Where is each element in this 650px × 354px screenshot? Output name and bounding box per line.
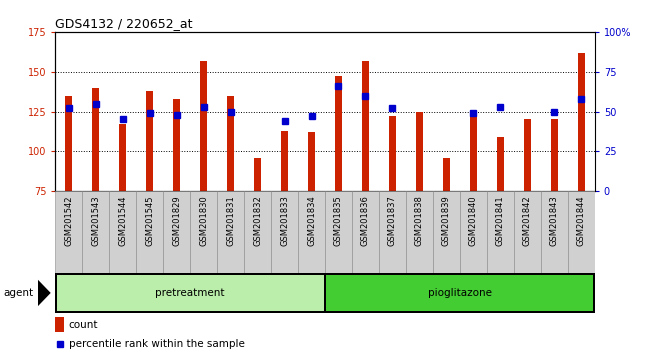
Bar xyxy=(379,191,406,273)
Bar xyxy=(281,131,288,191)
Text: pioglitazone: pioglitazone xyxy=(428,288,492,298)
Bar xyxy=(406,191,433,273)
Bar xyxy=(524,120,530,191)
Text: GSM201843: GSM201843 xyxy=(550,195,559,246)
Bar xyxy=(120,124,126,191)
Bar xyxy=(308,132,315,191)
Bar xyxy=(578,52,584,191)
Text: GSM201841: GSM201841 xyxy=(496,195,505,246)
Bar xyxy=(146,91,153,191)
Bar xyxy=(352,191,379,273)
Bar xyxy=(460,191,487,273)
Text: GSM201842: GSM201842 xyxy=(523,195,532,246)
Bar xyxy=(568,191,595,273)
Text: GSM201543: GSM201543 xyxy=(91,195,100,246)
Bar xyxy=(389,116,396,191)
Text: GSM201829: GSM201829 xyxy=(172,195,181,246)
Bar xyxy=(497,137,504,191)
Text: GSM201545: GSM201545 xyxy=(145,195,154,246)
Bar xyxy=(326,275,593,311)
Bar xyxy=(254,158,261,191)
Text: GSM201542: GSM201542 xyxy=(64,195,73,246)
Text: percentile rank within the sample: percentile rank within the sample xyxy=(69,339,244,349)
Bar xyxy=(57,275,324,311)
Bar xyxy=(443,158,450,191)
Bar xyxy=(271,191,298,273)
Bar xyxy=(514,191,541,273)
Text: GSM201830: GSM201830 xyxy=(199,195,208,246)
Text: GDS4132 / 220652_at: GDS4132 / 220652_at xyxy=(55,17,193,30)
Text: GSM201837: GSM201837 xyxy=(388,195,397,246)
Bar xyxy=(109,191,136,273)
Bar xyxy=(416,112,422,191)
Text: GSM201838: GSM201838 xyxy=(415,195,424,246)
Bar xyxy=(136,191,163,273)
Text: GSM201844: GSM201844 xyxy=(577,195,586,246)
Text: GSM201834: GSM201834 xyxy=(307,195,316,246)
Bar xyxy=(200,61,207,191)
Bar xyxy=(244,191,271,273)
Text: count: count xyxy=(69,320,98,330)
Text: GSM201833: GSM201833 xyxy=(280,195,289,246)
Bar xyxy=(487,191,514,273)
Text: agent: agent xyxy=(3,288,33,298)
Bar xyxy=(92,88,99,191)
Bar xyxy=(298,191,325,273)
Bar xyxy=(174,99,180,191)
Bar xyxy=(433,191,460,273)
Polygon shape xyxy=(38,280,51,306)
Bar xyxy=(470,116,476,191)
Bar xyxy=(335,76,342,191)
Text: GSM201840: GSM201840 xyxy=(469,195,478,246)
Bar xyxy=(55,317,64,332)
Text: GSM201831: GSM201831 xyxy=(226,195,235,246)
Bar xyxy=(55,191,83,273)
Bar xyxy=(362,61,369,191)
Bar xyxy=(190,191,217,273)
Text: GSM201832: GSM201832 xyxy=(253,195,262,246)
Bar xyxy=(325,191,352,273)
Bar xyxy=(227,96,234,191)
Bar xyxy=(66,96,72,191)
Bar xyxy=(217,191,244,273)
Text: GSM201544: GSM201544 xyxy=(118,195,127,246)
Text: GSM201836: GSM201836 xyxy=(361,195,370,246)
Bar xyxy=(551,120,558,191)
Text: GSM201835: GSM201835 xyxy=(334,195,343,246)
Text: GSM201839: GSM201839 xyxy=(442,195,451,246)
Bar xyxy=(82,191,109,273)
Bar xyxy=(541,191,568,273)
Text: pretreatment: pretreatment xyxy=(155,288,225,298)
Bar xyxy=(163,191,190,273)
